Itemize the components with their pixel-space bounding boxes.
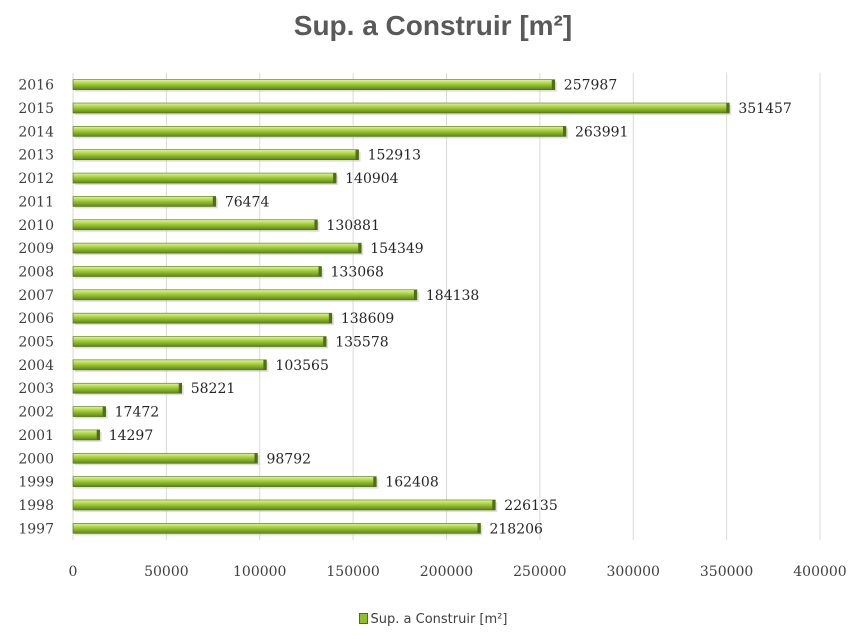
x-tick-label: 100000 [233, 564, 286, 580]
x-tick-label: 250000 [513, 564, 566, 580]
bar-end-cap [212, 196, 216, 207]
bar-end-cap [328, 313, 332, 324]
value-label: 76474 [225, 194, 270, 210]
category-label: 2001 [18, 428, 54, 444]
x-tick-labels: 0 50000 100000 150000 200000 250000 300000 3500… [69, 564, 847, 580]
category-label: 1999 [18, 475, 54, 491]
bar-1997 [72, 523, 481, 534]
bar-end-cap [318, 266, 322, 277]
category-label: 2015 [18, 101, 54, 117]
category-label: 2010 [18, 218, 54, 234]
value-label: 218206 [489, 521, 543, 537]
bar-2004 [72, 359, 267, 371]
bar-end-cap [373, 476, 377, 487]
category-label: 2009 [18, 241, 54, 257]
bar-end-cap [413, 289, 417, 300]
value-label: 138609 [341, 311, 394, 327]
category-label: 2003 [18, 381, 54, 397]
bar-end-cap [551, 79, 555, 90]
value-label: 184138 [426, 288, 479, 304]
value-label: 263991 [575, 124, 628, 140]
category-label: 2007 [18, 288, 54, 304]
value-label: 351457 [738, 101, 791, 117]
x-tick-label: 200000 [420, 564, 473, 580]
x-tick-label: 400000 [793, 564, 846, 580]
x-tick-label: 150000 [326, 564, 379, 580]
category-label: 2006 [18, 311, 54, 327]
bar-end-cap [358, 243, 362, 254]
bar-2016 [72, 79, 556, 90]
value-label: 140904 [345, 171, 399, 187]
value-label: 130881 [326, 218, 379, 234]
value-label: 162408 [385, 475, 438, 491]
legend-swatch [358, 613, 368, 624]
value-label: 58221 [191, 381, 236, 397]
value-label: 135578 [335, 335, 388, 351]
category-label: 2000 [18, 451, 54, 467]
bar-2013 [72, 149, 359, 161]
bar-end-cap [178, 383, 182, 394]
x-tick-label: 300000 [607, 564, 660, 580]
bar-2012 [72, 172, 337, 184]
category-label: 2012 [18, 171, 54, 187]
bar-end-cap [477, 523, 481, 534]
legend: Sup. a Construir [m²] [0, 612, 866, 627]
bar-2014 [72, 126, 567, 137]
bar-end-cap [563, 126, 567, 137]
category-label: 2016 [18, 78, 54, 94]
bar-2009 [72, 242, 362, 254]
bar-2011 [72, 196, 217, 207]
category-label: 2014 [18, 124, 54, 140]
bar-2008 [72, 266, 322, 277]
bar-end-cap [102, 406, 106, 417]
bar-2010 [72, 219, 318, 231]
bar-end-cap [492, 499, 496, 510]
category-label: 2008 [18, 264, 54, 280]
bar-end-cap [263, 359, 267, 370]
bar-end-cap [333, 173, 337, 184]
bar-end-cap [726, 103, 730, 114]
bar-2006 [72, 312, 333, 324]
bar-end-cap [355, 149, 359, 160]
value-label: 226135 [504, 498, 557, 514]
chart-title: Sup. a Construir [m²] [293, 10, 573, 41]
x-tick-label: 0 [69, 564, 78, 580]
bar-end-cap [96, 429, 100, 440]
value-label: 17472 [115, 405, 160, 421]
value-labels: 218206 226135 162408 98792 14297 17472 58221 10… [109, 78, 792, 538]
bar-2002 [72, 406, 106, 417]
legend-label: Sup. a Construir [m²] [370, 612, 508, 627]
value-label: 257987 [564, 78, 617, 94]
value-label: 152913 [368, 148, 421, 164]
category-label: 2011 [18, 194, 54, 210]
bar-2005 [72, 336, 327, 347]
category-labels: 1997 1998 1999 2000 2001 2002 2003 2004 2005 2006… [18, 78, 54, 538]
bars [72, 79, 732, 536]
grid-lines [72, 73, 821, 540]
bar-1998 [72, 499, 496, 511]
category-label: 2005 [18, 335, 54, 351]
bar-2003 [72, 382, 183, 394]
x-tick-label: 350000 [700, 564, 753, 580]
x-tick-label: 50000 [144, 564, 189, 580]
value-label: 133068 [331, 264, 384, 280]
category-label: 1997 [18, 521, 54, 537]
bar-2015 [72, 102, 730, 114]
category-label: 2002 [18, 405, 54, 421]
category-label: 1998 [18, 498, 54, 514]
category-label: 2004 [18, 358, 54, 374]
bar-end-cap [254, 453, 258, 464]
value-label: 154349 [370, 241, 423, 257]
bar-2007 [72, 289, 418, 301]
value-label: 14297 [109, 428, 154, 444]
category-label: 2013 [18, 148, 54, 164]
value-label: 103565 [275, 358, 328, 374]
value-label: 98792 [266, 451, 311, 467]
bar-2000 [72, 452, 258, 464]
bar-end-cap [314, 219, 318, 230]
bar-end-cap [323, 336, 327, 347]
bar-1999 [72, 476, 377, 487]
bar-2001 [72, 429, 100, 441]
